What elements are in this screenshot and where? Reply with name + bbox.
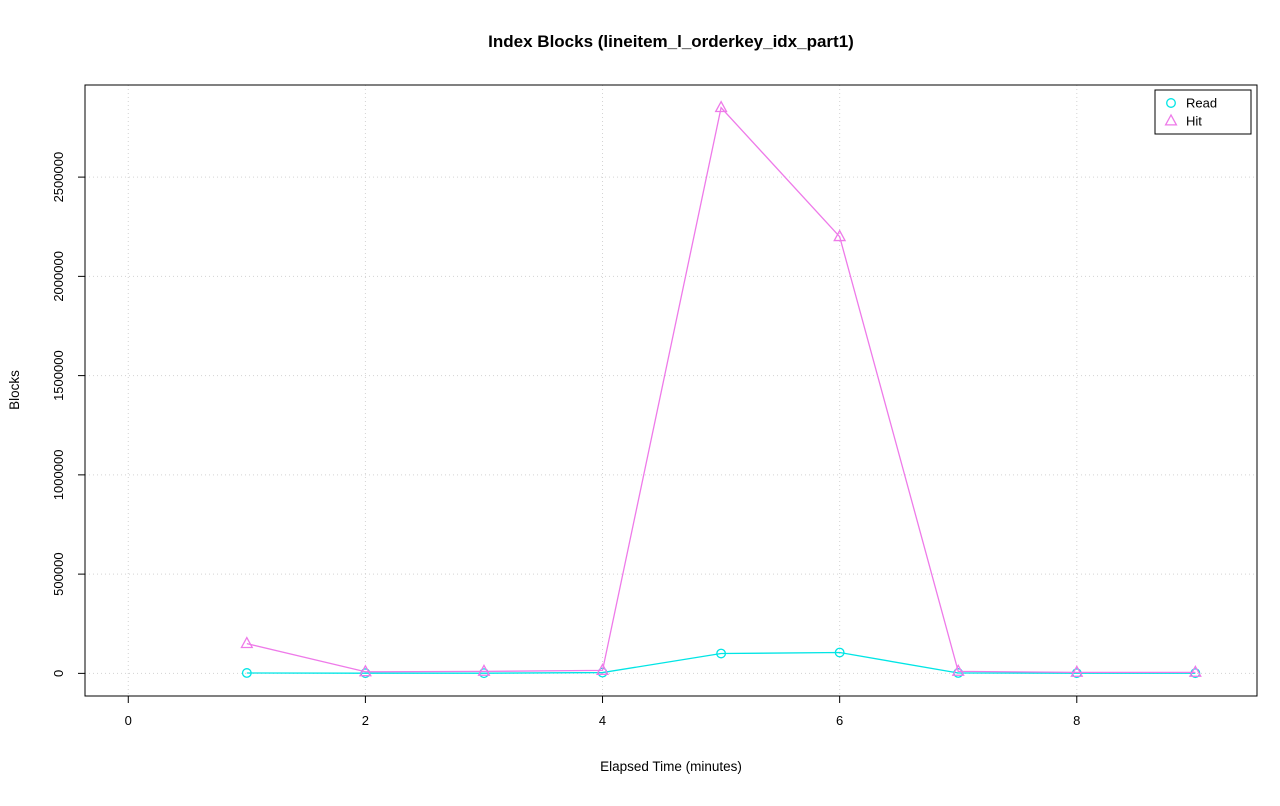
x-tick-label: 8 [1073,713,1080,728]
series-point-read [241,668,252,678]
y-axis-label: Blocks [7,370,22,410]
series-point-hit [714,100,728,113]
legend-box [1154,89,1252,135]
x-tick-label: 6 [836,713,843,728]
series-point-hit [833,229,847,242]
series-line-read [246,651,1196,674]
x-tick-label: 0 [125,713,132,728]
series-point-hit [477,664,491,676]
plot-border [84,84,1258,697]
series-line-hit [246,106,1196,674]
legend-label-hit: Hit [1186,114,1202,129]
series-point-hit [1070,665,1084,677]
series-point-hit [951,664,965,676]
series-point-hit [358,664,372,677]
legend-label-read: Read [1186,96,1217,111]
x-tick-label: 4 [599,713,606,728]
series-point-read [716,648,727,659]
legend-symbol-hit [1164,113,1178,126]
x-tick-label: 2 [362,713,369,728]
legend-symbol-read [1166,98,1176,108]
chart-title: Index Blocks (lineitem_l_orderkey_idx_pa… [488,32,854,51]
y-tick-label: 2000000 [51,251,66,302]
y-tick-label: 1000000 [51,450,66,501]
y-tick-label: 2500000 [51,152,66,203]
series-point-hit [1188,665,1202,677]
x-axis-label: Elapsed Time (minutes) [600,759,742,774]
series-point-read [834,647,845,658]
plot-generated-layer: 0 2 4 6 8 0 500000 1000000 1500000 2000000 2500000… [51,84,1258,728]
y-tick-label: 0 [51,670,66,677]
y-tick-label: 500000 [51,552,66,595]
series-point-hit [596,663,610,675]
y-tick-label: 1500000 [51,350,66,401]
series-point-hit [240,636,254,649]
